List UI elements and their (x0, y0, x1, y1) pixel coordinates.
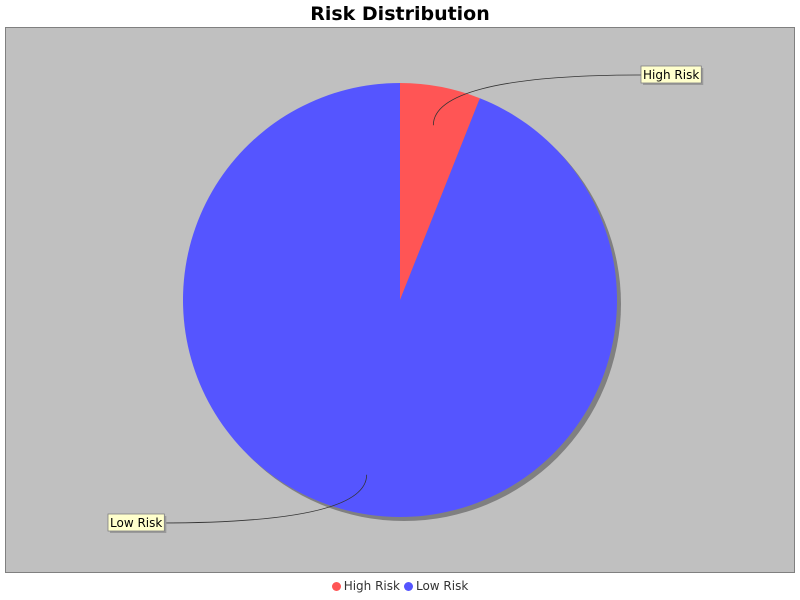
slice-label-high-risk: High Risk (643, 68, 699, 82)
leader-line-low-risk (158, 474, 368, 524)
pie-slice-high-risk (400, 83, 480, 300)
legend-item-high-risk: High Risk (331, 579, 400, 593)
legend: High Risk Low Risk (0, 579, 800, 593)
legend-label-low-risk: Low Risk (415, 579, 469, 593)
pie-slice-low-risk (183, 83, 617, 518)
slice-label-box-low-risk (107, 513, 165, 532)
pie-slices (183, 83, 617, 518)
slice-label-low-risk: Low Risk (110, 516, 162, 530)
chart-title: Risk Distribution (310, 3, 490, 25)
legend-label-high-risk: High Risk (343, 579, 400, 593)
leader-line-high-risk (432, 74, 642, 126)
pie-labels: High Risk Low Risk (107, 65, 704, 533)
slice-label-box-high-risk (640, 65, 702, 84)
legend-swatch-high-risk (331, 581, 341, 591)
legend-item-low-risk: Low Risk (403, 579, 469, 593)
legend-swatch-low-risk (403, 581, 413, 591)
